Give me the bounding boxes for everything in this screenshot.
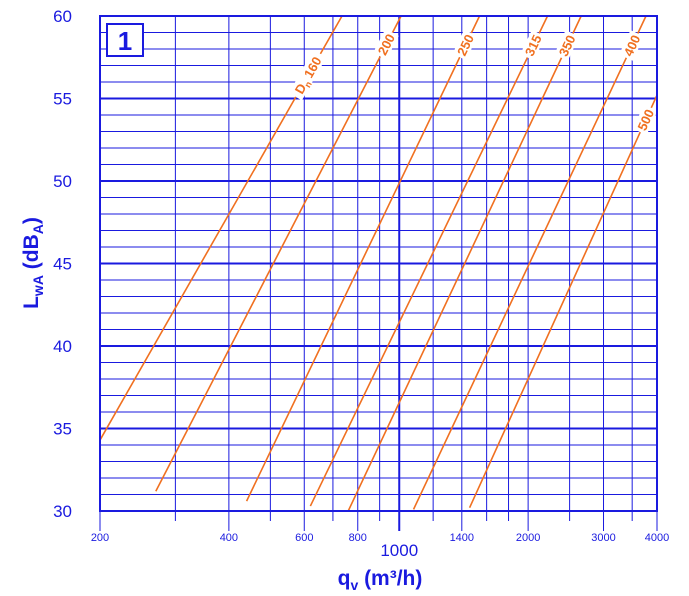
curve-label-dn-sub: n (302, 80, 313, 90)
chart-curves (99, 15, 658, 512)
y-tick-label: 40 (53, 337, 72, 356)
curve-200 (155, 15, 402, 492)
curve-400 (412, 15, 647, 510)
y-tick-label: 45 (53, 255, 72, 274)
curve-label-background (619, 30, 645, 61)
curve-label-200: 200 (373, 28, 399, 60)
curve-250 (245, 15, 481, 502)
y-tick-label: 35 (53, 420, 72, 439)
y-axis-title-unit-sub: A (30, 224, 46, 234)
y-axis-title: LwA (dBA) (20, 217, 46, 309)
y-axis-title-main: L (20, 296, 43, 309)
panel-label-frame (106, 23, 144, 57)
curve-315 (309, 15, 549, 507)
curve-label-background (452, 29, 478, 61)
x-tick-label: 600 (295, 532, 313, 544)
y-axis-title-sub: wA (30, 275, 46, 297)
x-tick-label: 1400 (450, 532, 474, 544)
y-tick-label: 60 (53, 7, 72, 26)
curve-label-background (632, 104, 658, 136)
curve-500 (468, 94, 658, 509)
x-tick-label: 800 (349, 532, 367, 544)
panel-label: 1 (118, 26, 132, 56)
curve-label-160: Dn 160 (288, 49, 327, 101)
curve-label-350: 350 (554, 30, 580, 61)
x-tick-label: 400 (220, 532, 238, 544)
x-tick-label: 4000 (645, 532, 669, 544)
curve-label-text: Dn 160 (292, 54, 327, 97)
x-tick-labels: 200 400 600 800 1000 1400 2000 3000 4000 (91, 532, 669, 560)
x-tick-label: 200 (91, 532, 109, 544)
y-axis-title-close: ) (20, 217, 43, 224)
panel-label-box: 1 (106, 23, 144, 57)
curve-350 (347, 15, 582, 512)
curve-label-background (520, 29, 546, 61)
curve-label-400: 400 (619, 30, 645, 61)
curve-label-250: 250 (452, 29, 478, 61)
curve-label-background (554, 30, 580, 61)
curve-label-315: 315 (520, 29, 546, 61)
y-tick-label: 30 (53, 502, 72, 521)
x-axis-title-main: q (338, 567, 351, 590)
x-axis-title-sub: v (350, 577, 358, 593)
plot-frame (99, 15, 658, 512)
x-axis-title-unit: (m³/h) (358, 567, 422, 590)
x-tick-label: 2000 (516, 532, 540, 544)
y-tick-label: 50 (53, 172, 72, 191)
x-axis-title: qv (m³/h) (338, 567, 423, 593)
x-tick-label: 1000 (380, 541, 418, 560)
chart-grid (99, 15, 658, 531)
curve-label-background (288, 49, 327, 101)
y-tick-labels: 30 35 40 45 50 55 60 (53, 7, 72, 521)
curve-label-background (373, 28, 399, 60)
y-axis-title-unit: (dB (20, 234, 43, 275)
curve-label-500: 500 (632, 104, 658, 136)
y-tick-label: 55 (53, 90, 72, 109)
x-tick-label: 3000 (591, 532, 615, 544)
